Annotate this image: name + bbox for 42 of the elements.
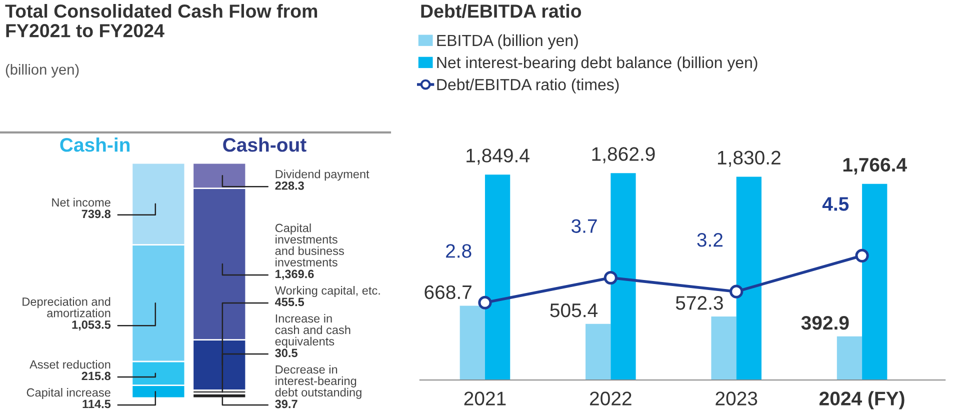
data-label: 455.5 — [275, 298, 304, 306]
data-label: 228.3 — [275, 181, 304, 190]
legend-label: EBITDA (billion yen) — [437, 34, 578, 50]
data-label: 1,053.5 — [72, 320, 111, 331]
data-label: 114.5 — [82, 400, 111, 408]
series-label: Asset reduction — [30, 360, 110, 369]
data-label: 1,766.4 — [843, 158, 907, 174]
chart-subtitle: (billion yen) — [6, 64, 79, 78]
legend-label: Net interest-bearing debt balance (billion yen) — [437, 56, 758, 72]
text: Decrease in interest-bearing debt outstanding — [275, 365, 362, 399]
chart-title: Total Consolidated Cash Flow from FY2021 to FY2024 — [5, 4, 318, 38]
data-label: 1,862.9 — [592, 147, 655, 164]
data-label: 392.9 — [801, 316, 849, 330]
data-label: 739.8 — [82, 210, 111, 218]
text: Capital investments and business investments — [275, 224, 344, 266]
data-label: 215.8 — [82, 372, 111, 380]
data-label: 1,830.2 — [718, 150, 780, 167]
text: Dividend payment — [276, 170, 370, 181]
series-label: Net income — [52, 198, 110, 207]
data-label: 39.7 — [275, 400, 298, 408]
data-label: 505.4 — [550, 303, 598, 318]
x-tick-label: 2021 — [464, 392, 506, 406]
data-label: 1,369.6 — [276, 270, 314, 280]
data-label: 30.5 — [275, 348, 298, 358]
series-label: Capital increase — [26, 388, 110, 400]
series-label: Depreciation and amortization — [22, 297, 110, 318]
data-label: 2.8 — [446, 244, 472, 258]
data-label: 668.7 — [424, 285, 472, 300]
x-tick-label: Cash-out — [223, 137, 306, 152]
legend-label: Debt/EBITDA ratio (times) — [437, 78, 619, 94]
data-label: 572.3 — [676, 296, 723, 310]
chart-title: Debt/EBITDA ratio — [421, 4, 582, 18]
text: Working capital, etc. — [274, 286, 380, 298]
x-tick-label: 2024 (FY) — [819, 391, 904, 410]
x-tick-label: 2022 — [590, 392, 632, 406]
x-tick-label: 2023 — [716, 392, 758, 406]
data-label: 1,849.4 — [466, 148, 530, 165]
data-label: 3.7 — [572, 219, 597, 233]
text: Increase in cash and cash equivalents — [275, 314, 350, 348]
data-label: 4.5 — [822, 197, 849, 211]
x-tick-label: Cash-in — [60, 137, 130, 152]
data-label: 3.2 — [697, 233, 723, 247]
